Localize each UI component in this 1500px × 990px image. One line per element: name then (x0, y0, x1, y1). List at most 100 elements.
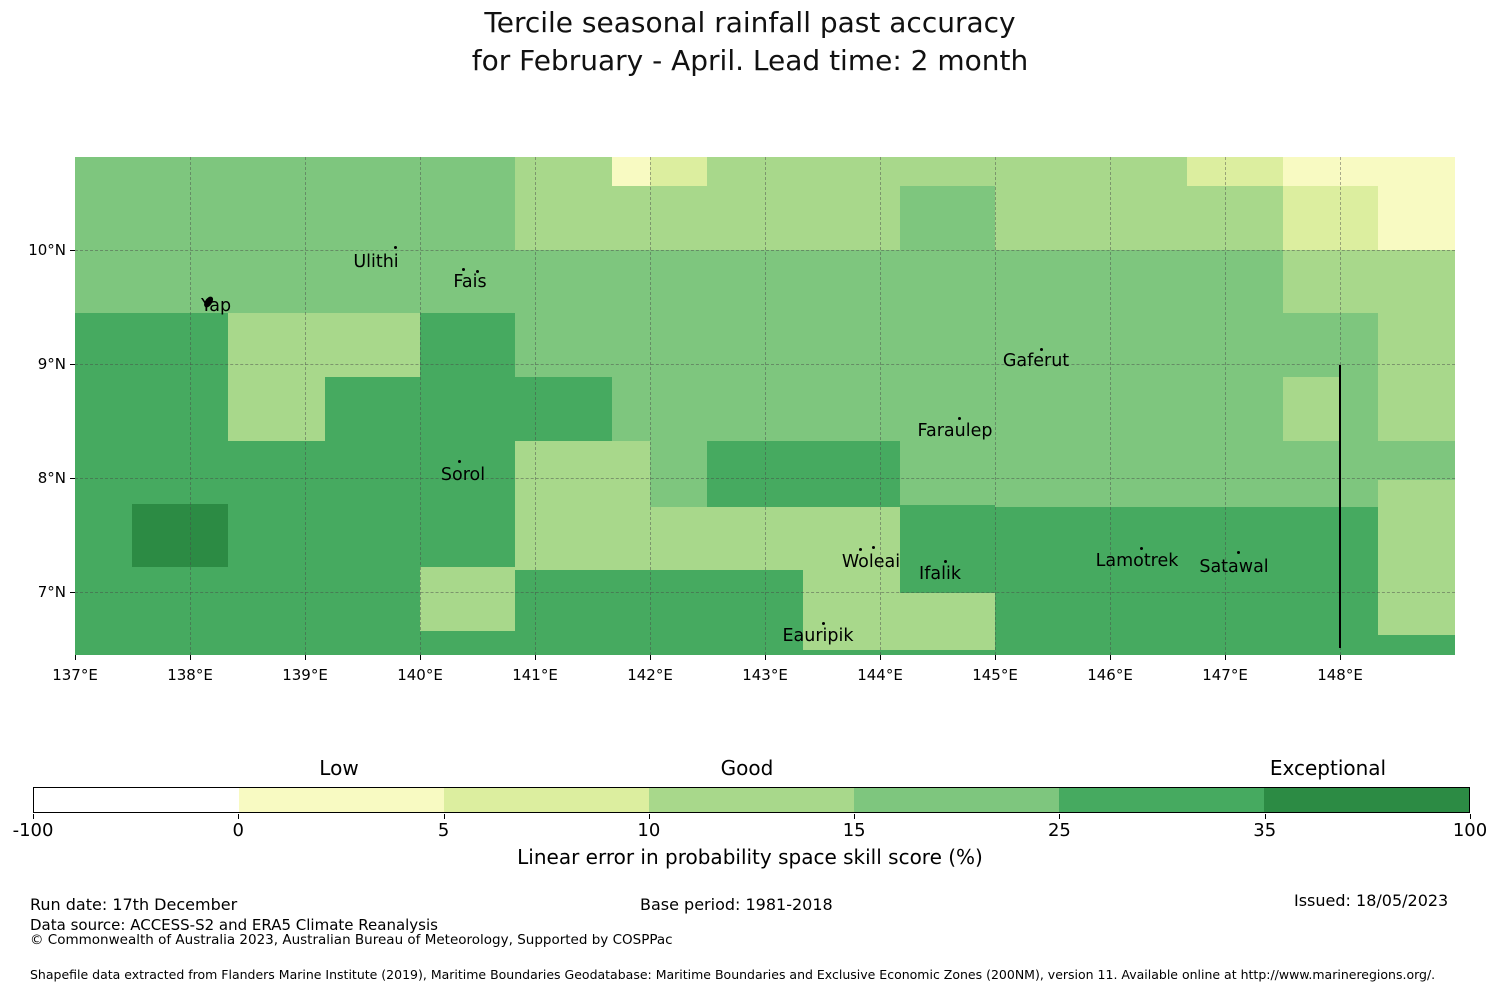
colorbar-category-label: Exceptional (1269, 756, 1387, 780)
footer-data-source: Data source: ACCESS-S2 and ERA5 Climate … (30, 916, 438, 934)
island-label: Woleai (841, 552, 901, 572)
colorbar-tick-label: -100 (12, 820, 54, 841)
map-region (228, 313, 420, 377)
map-region (1187, 186, 1283, 250)
colorbar-tick (238, 814, 240, 819)
y-axis-tick (70, 250, 75, 251)
map-region (1378, 186, 1455, 250)
x-axis-tick (880, 655, 881, 660)
y-axis-tick (70, 592, 75, 593)
gridline-vertical (190, 157, 191, 655)
colorbar-category-label: Low (319, 756, 359, 780)
colorbar-tick (854, 814, 856, 819)
footer-shapefile-credit: Shapefile data extracted from Flanders M… (30, 967, 1436, 982)
x-axis-tick-label: 141°E (512, 666, 558, 684)
map-region (420, 313, 515, 377)
x-axis-tick-label: 146°E (1087, 666, 1133, 684)
map-region (1378, 313, 1455, 441)
island-dot-icon (476, 270, 479, 273)
x-axis-tick-label: 137°E (52, 666, 98, 684)
map-region (75, 313, 228, 441)
map-region (325, 377, 612, 441)
gridline-vertical (1225, 157, 1226, 655)
footer-run-date: Run date: 17th December (30, 895, 238, 914)
x-axis-tick (535, 655, 536, 660)
island-dot-icon (944, 560, 947, 563)
colorbar-tick (1470, 814, 1471, 819)
map-region (515, 441, 650, 570)
x-axis-tick-label: 147°E (1202, 666, 1248, 684)
colorbar-tick-label: 5 (437, 820, 450, 841)
map-region (900, 593, 995, 650)
island-label: Ulithi (353, 252, 399, 272)
island-dot-icon (1040, 348, 1043, 351)
x-axis-tick (765, 655, 766, 660)
island-dot-icon (394, 246, 397, 249)
colorbar-tick-label: 25 (1047, 820, 1071, 841)
chart-title: Tercile seasonal rainfall past accuracy … (0, 4, 1500, 80)
colorbar-segment (239, 788, 444, 812)
y-axis-tick-label: 7°N (37, 583, 66, 601)
island-label: Faraulep (917, 421, 993, 441)
y-axis-tick-label: 8°N (37, 469, 66, 487)
colorbar-segment (1264, 788, 1469, 812)
gridline-vertical (535, 157, 536, 655)
x-axis-tick-label: 142°E (627, 666, 673, 684)
map-region (515, 570, 803, 631)
x-axis-tick-label: 138°E (167, 666, 213, 684)
x-axis-tick (190, 655, 191, 660)
y-axis-tick (70, 478, 75, 479)
x-axis-tick-label: 145°E (972, 666, 1018, 684)
footer-issued-date: Issued: 18/05/2023 (1294, 891, 1449, 910)
x-axis-tick-label: 139°E (282, 666, 328, 684)
map-region (228, 504, 515, 567)
map-region (612, 157, 650, 186)
map-region (1187, 157, 1283, 186)
island-label: Eauripik (782, 626, 854, 646)
island-dot-icon (458, 460, 461, 463)
island-dot-icon (462, 268, 465, 271)
y-axis-tick-label: 9°N (37, 355, 66, 373)
chart-title-line1: Tercile seasonal rainfall past accuracy (484, 6, 1016, 39)
colorbar-segment (1059, 788, 1264, 812)
map-region (132, 504, 228, 567)
island-label: Gaferut (1002, 351, 1070, 371)
map-region (1283, 157, 1455, 186)
x-axis-tick (650, 655, 651, 660)
map-region (1378, 480, 1455, 635)
map-region (900, 505, 995, 593)
x-axis-tick-label: 143°E (742, 666, 788, 684)
map-region (75, 631, 1455, 655)
gridline-horizontal (75, 592, 1455, 593)
map-region (228, 377, 325, 441)
gridline-vertical (305, 157, 306, 655)
gridline-horizontal (75, 364, 1455, 365)
map-region (707, 441, 900, 507)
colorbar-tick-label: 15 (842, 820, 866, 841)
colorbar-segment (444, 788, 649, 812)
colorbar-tick (648, 814, 650, 819)
gridline-horizontal (75, 478, 1455, 479)
island-dot-icon (872, 546, 875, 549)
colorbar-tick (443, 814, 445, 819)
y-axis-tick (70, 364, 75, 365)
island-label: Sorol (440, 465, 486, 485)
colorbar-segment (34, 788, 239, 812)
footer-copyright: © Commonwealth of Australia 2023, Austra… (30, 932, 673, 948)
map-region (803, 570, 900, 650)
x-axis-tick (305, 655, 306, 660)
colorbar-axis-label: Linear error in probability space skill … (517, 845, 983, 869)
gridline-vertical (880, 157, 881, 655)
x-axis-tick-label: 148°E (1317, 666, 1363, 684)
gridline-vertical (765, 157, 766, 655)
map-region (650, 157, 707, 186)
island-label: Fais (453, 272, 487, 292)
map-region (995, 507, 1378, 652)
colorbar-tick-label: 100 (1452, 820, 1488, 841)
x-axis-tick (995, 655, 996, 660)
island-dot-icon (958, 417, 961, 420)
colorbar-tick-label: 10 (637, 820, 661, 841)
map-region (1283, 377, 1340, 441)
x-axis-tick-label: 144°E (857, 666, 903, 684)
gridline-vertical (420, 157, 421, 655)
